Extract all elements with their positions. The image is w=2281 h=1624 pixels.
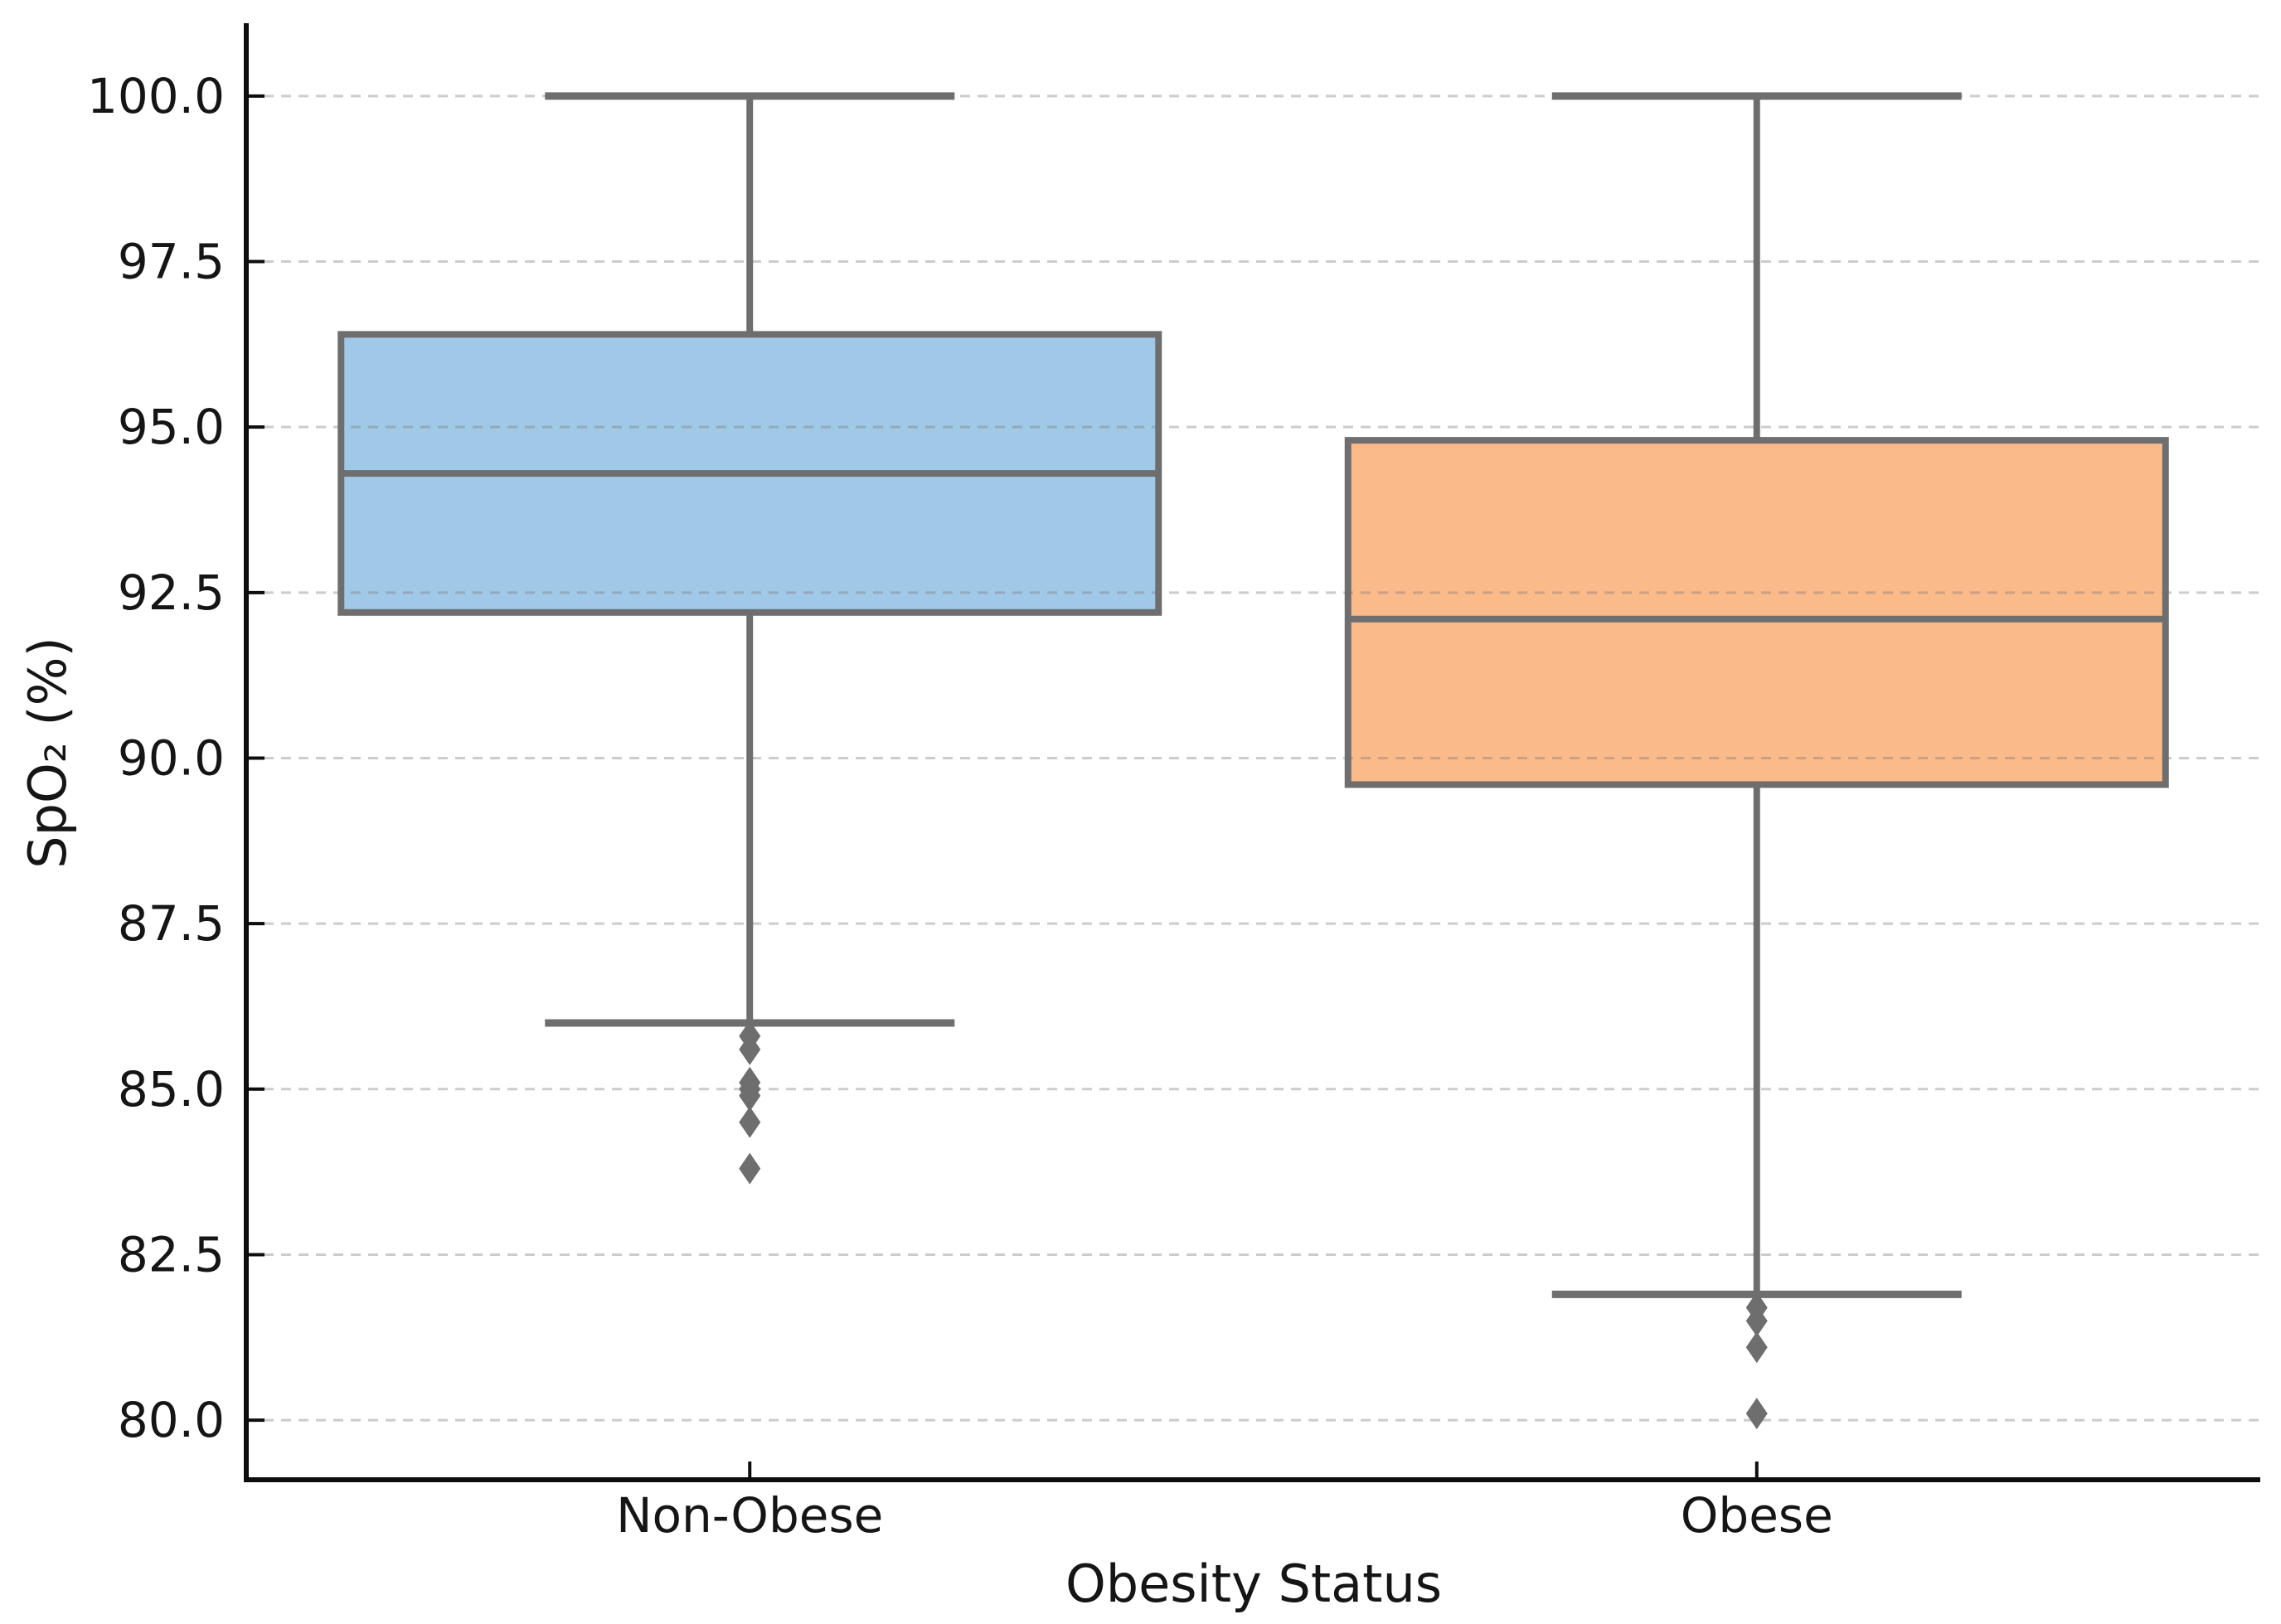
y-tick-label: 87.5 [118, 895, 225, 952]
x-axis-title: Obesity Status [1065, 1554, 1443, 1614]
outlier-marker-non-obese [739, 1152, 761, 1185]
y-tick-label: 85.0 [118, 1061, 225, 1117]
outlier-marker-non-obese [739, 1033, 761, 1065]
y-tick-label: 80.0 [118, 1392, 225, 1448]
outlier-marker-non-obese [739, 1079, 761, 1112]
y-tick-label: 97.5 [118, 234, 225, 290]
y-tick-label: 92.5 [118, 565, 225, 621]
outlier-marker-obese [1745, 1331, 1768, 1364]
y-axis-title: SpO₂ (%) [17, 637, 78, 869]
y-tick-label: 100.0 [87, 68, 225, 124]
outlier-marker-obese [1745, 1305, 1768, 1337]
y-tick-label: 82.5 [118, 1226, 225, 1282]
box-fill-obese [1347, 440, 2166, 785]
box-outline-obese [1344, 437, 2169, 788]
x-tick-label-obese: Obese [1681, 1487, 1833, 1544]
y-tick-label: 95.0 [118, 399, 225, 455]
x-tick-label-non-obese: Non-Obese [616, 1487, 883, 1544]
outlier-marker-non-obese [739, 1106, 761, 1138]
outlier-marker-obese [1745, 1398, 1768, 1430]
y-tick-label: 90.0 [118, 730, 225, 786]
